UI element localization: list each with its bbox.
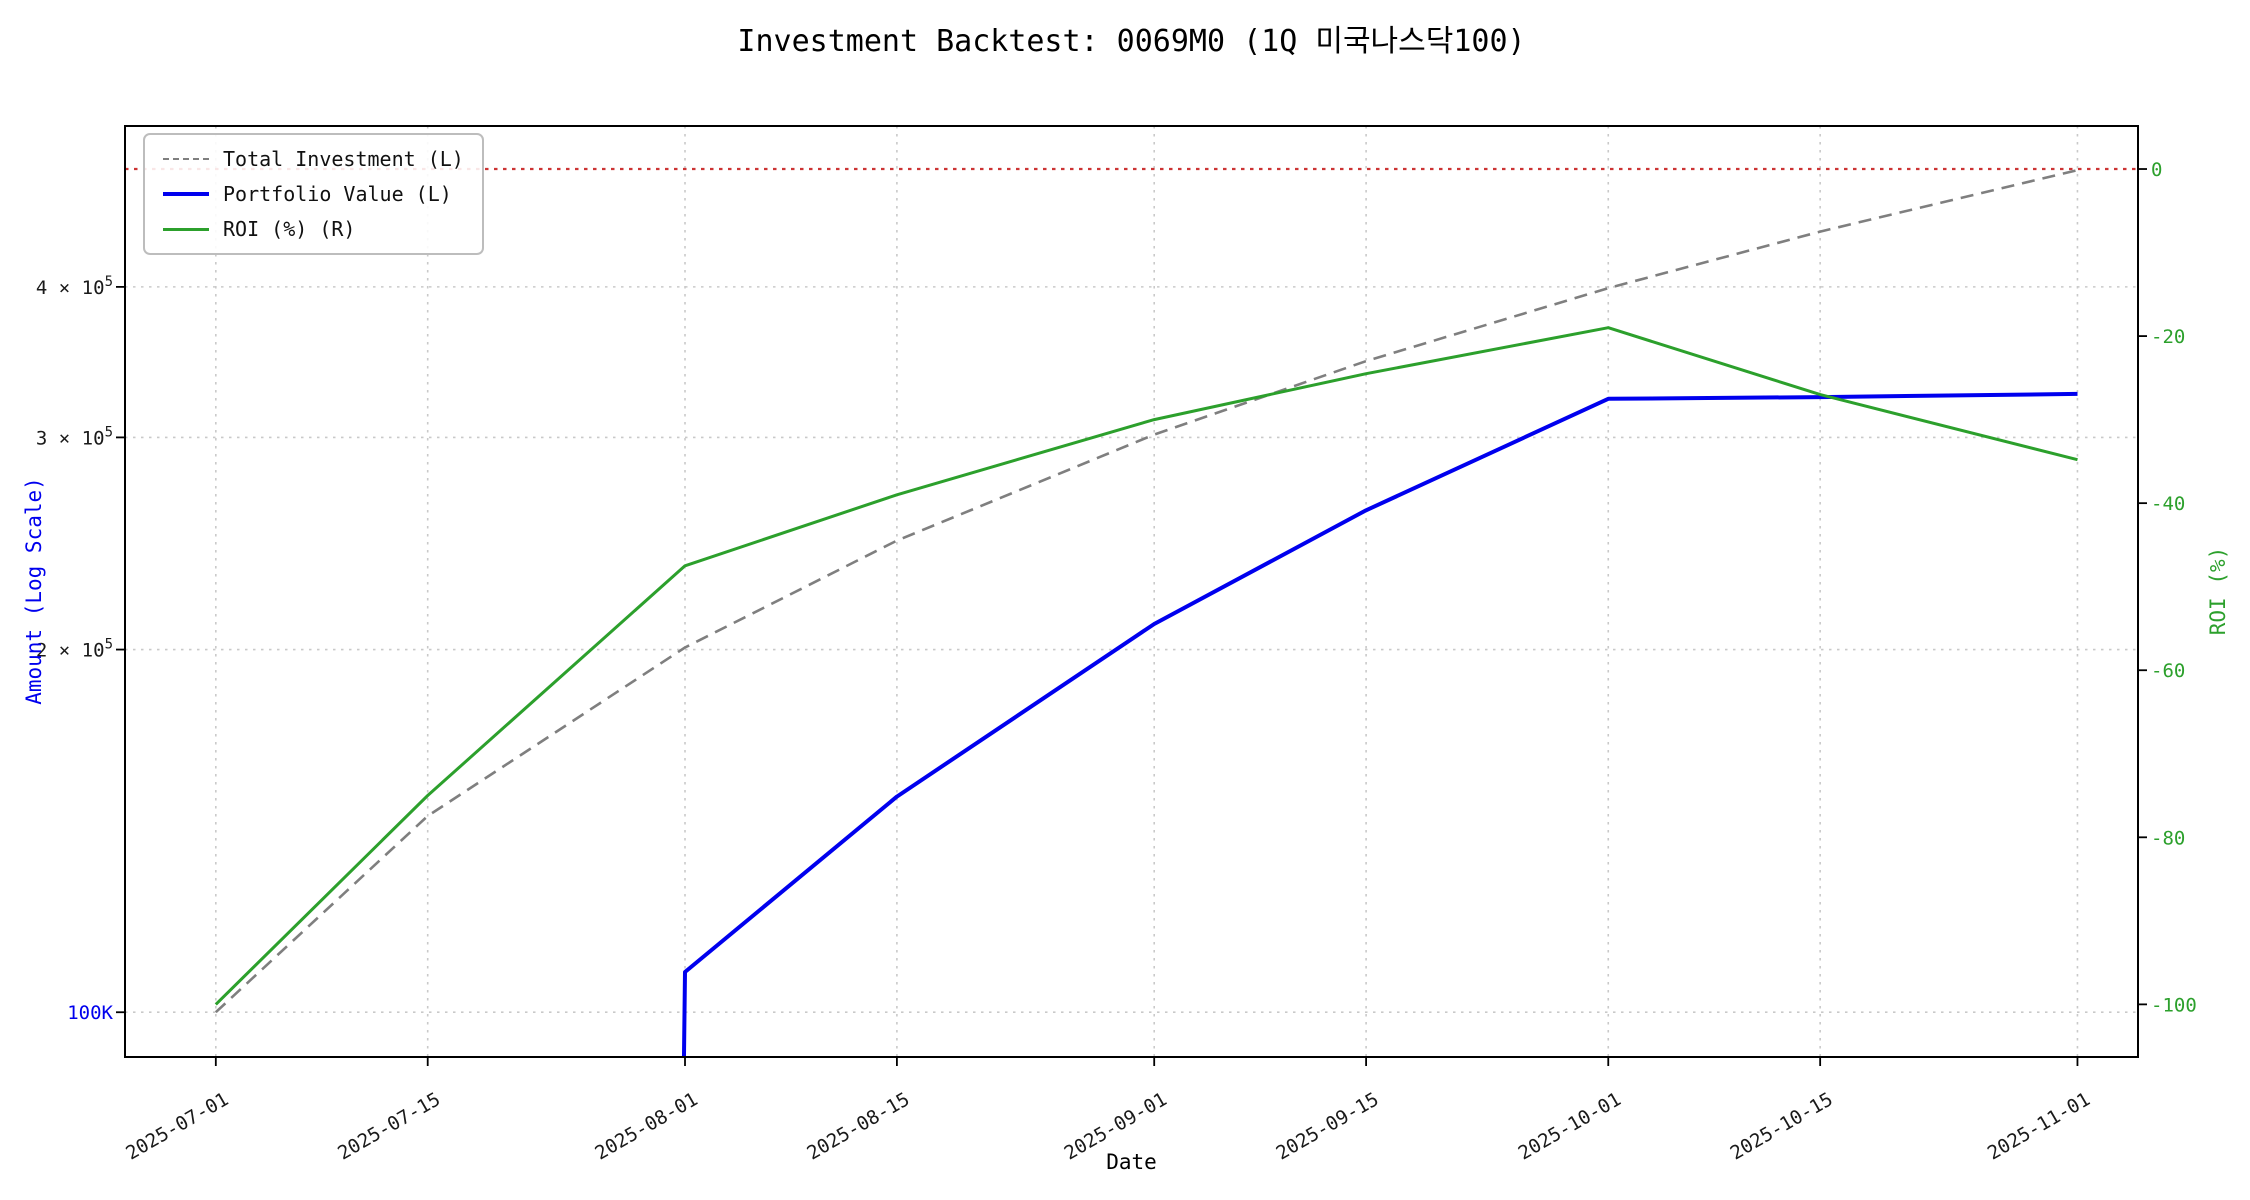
legend-item-label: ROI (%) (R) — [223, 217, 356, 241]
x-axis-label: Date — [1106, 1150, 1157, 1174]
y-tick-label-right: -40 — [2151, 493, 2185, 515]
y-tick-label-left: 3 × 105 — [36, 424, 113, 449]
y-tick-label-left: 4 × 105 — [36, 274, 113, 299]
roi-legend-sample-line — [163, 227, 209, 231]
legend-item-label: Portfolio Value (L) — [223, 182, 452, 206]
y-tick-label-right: -100 — [2151, 994, 2197, 1016]
portfolio_value-legend-sample-line — [163, 192, 209, 196]
series-group — [214, 168, 2078, 1057]
y-axis-label-right: ROI (%) — [2206, 546, 2230, 636]
gridlines — [125, 126, 2138, 1057]
legend: Total Investment (L) Portfolio Value (L) R… — [143, 133, 484, 255]
chart-title: Investment Backtest: 0069M0 (1Q 미국나스닥100… — [737, 24, 1526, 59]
portfolio_value-line — [681, 391, 2078, 1057]
y-tick-label-left: 100K — [67, 1002, 113, 1024]
y-tick-label-right: 0 — [2151, 159, 2162, 181]
y-tick-label-right: -60 — [2151, 660, 2185, 682]
total_investment-line — [214, 168, 2078, 1014]
legend-item: Total Investment (L) — [163, 147, 464, 171]
legend-item-label: Total Investment (L) — [223, 147, 464, 171]
roi-line — [214, 326, 2078, 1006]
legend-item: ROI (%) (R) — [163, 217, 464, 241]
ticks: 2025-07-01 2025-07-15 2025-08-01 2025-08-15… — [36, 159, 2197, 1165]
y-axis-label-left: Amount (Log Scale) — [22, 477, 46, 705]
y-tick-label-left: 2 × 105 — [36, 637, 113, 662]
y-tick-label-right: -20 — [2151, 326, 2185, 348]
legend-item: Portfolio Value (L) — [163, 182, 464, 206]
total_investment-legend-sample-line — [163, 158, 209, 160]
plot-border — [124, 125, 2139, 1058]
y-tick-label-right: -80 — [2151, 827, 2185, 849]
